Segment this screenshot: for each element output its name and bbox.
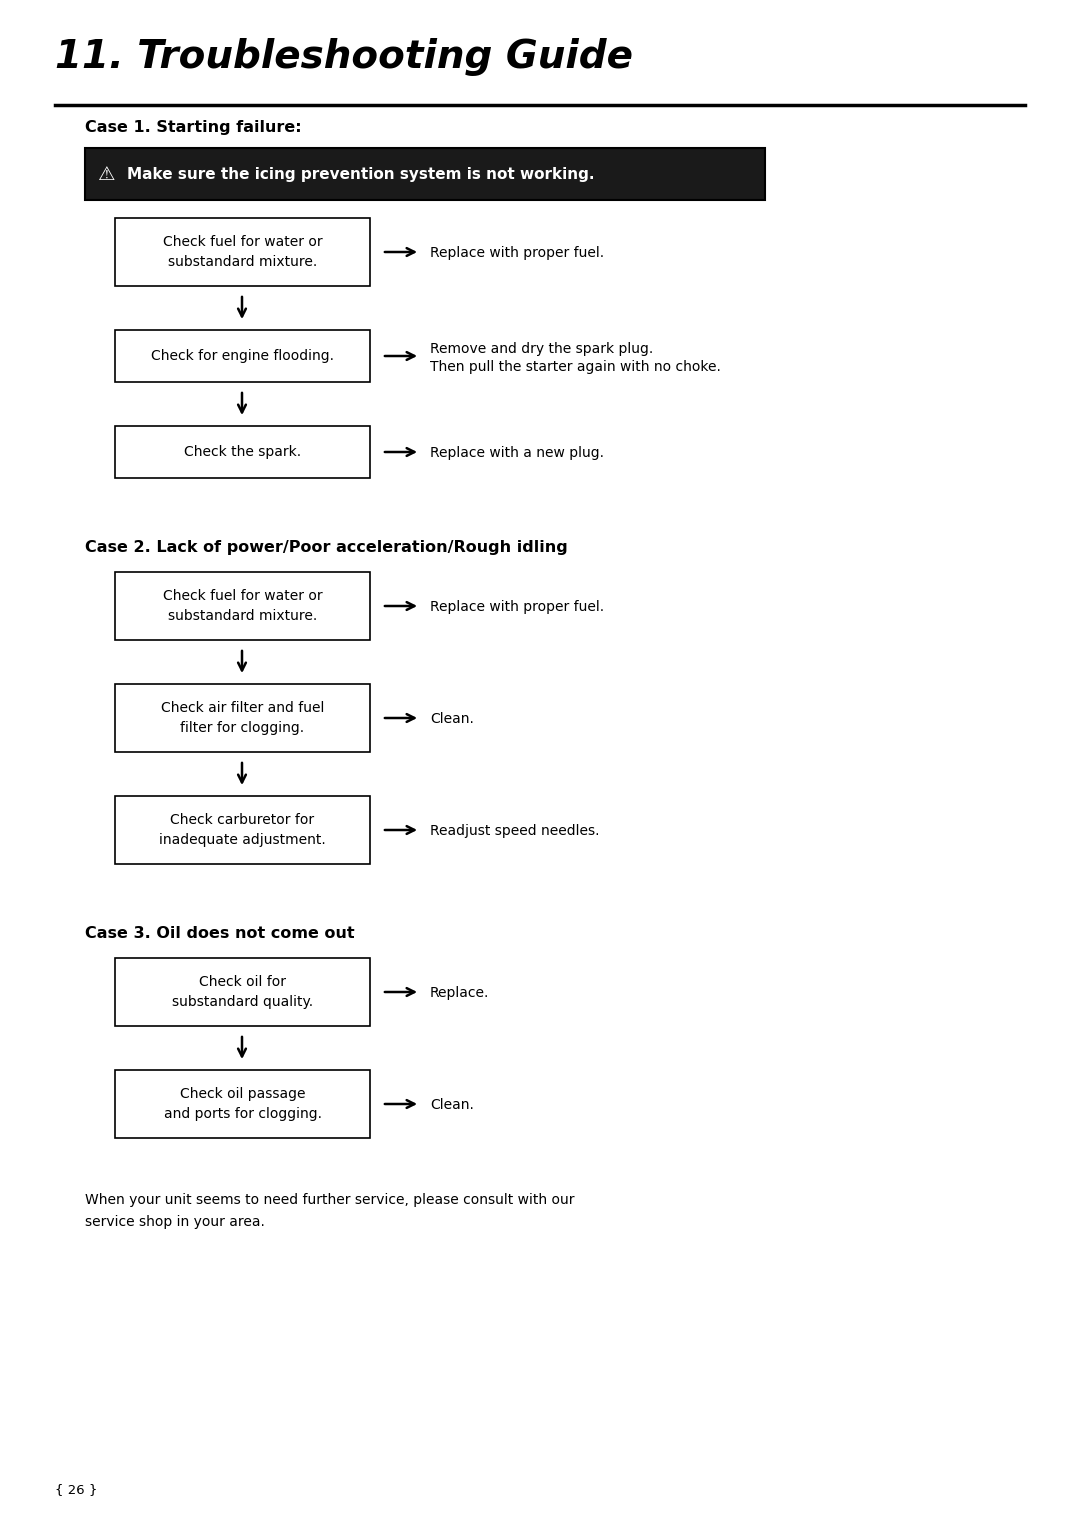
Text: Then pull the starter again with no choke.: Then pull the starter again with no chok… xyxy=(430,360,720,374)
Text: Case 1. Starting failure:: Case 1. Starting failure: xyxy=(85,121,301,134)
Text: Make sure the icing prevention system is not working.: Make sure the icing prevention system is… xyxy=(127,166,594,182)
Text: Check oil passage
and ports for clogging.: Check oil passage and ports for clogging… xyxy=(163,1087,322,1120)
Text: Replace.: Replace. xyxy=(430,986,489,1000)
Text: Check air filter and fuel
filter for clogging.: Check air filter and fuel filter for clo… xyxy=(161,702,324,734)
Text: Check oil for
substandard quality.: Check oil for substandard quality. xyxy=(172,975,313,1009)
Bar xyxy=(114,958,370,1025)
Text: Clean.: Clean. xyxy=(430,713,474,726)
Text: 11. Troubleshooting Guide: 11. Troubleshooting Guide xyxy=(55,38,633,76)
Bar xyxy=(114,797,370,864)
Text: { 26 }: { 26 } xyxy=(55,1483,97,1495)
Bar xyxy=(114,572,370,639)
Text: Check carburetor for
inadequate adjustment.: Check carburetor for inadequate adjustme… xyxy=(159,813,326,847)
Bar xyxy=(85,148,765,200)
Text: Check for engine flooding.: Check for engine flooding. xyxy=(151,349,334,363)
Text: Check fuel for water or
substandard mixture.: Check fuel for water or substandard mixt… xyxy=(163,235,322,269)
Bar xyxy=(114,1070,370,1138)
Text: Replace with a new plug.: Replace with a new plug. xyxy=(430,446,604,459)
Text: Replace with proper fuel.: Replace with proper fuel. xyxy=(430,600,604,613)
Text: When your unit seems to need further service, please consult with our
service sh: When your unit seems to need further ser… xyxy=(85,1193,575,1228)
Text: Check fuel for water or
substandard mixture.: Check fuel for water or substandard mixt… xyxy=(163,589,322,623)
Text: Readjust speed needles.: Readjust speed needles. xyxy=(430,824,599,838)
Bar xyxy=(114,684,370,752)
Text: Case 2. Lack of power/Poor acceleration/Rough idling: Case 2. Lack of power/Poor acceleration/… xyxy=(85,540,568,555)
Bar xyxy=(114,426,370,478)
Text: Replace with proper fuel.: Replace with proper fuel. xyxy=(430,246,604,259)
Bar xyxy=(114,330,370,382)
Text: Remove and dry the spark plug.: Remove and dry the spark plug. xyxy=(430,342,653,356)
Text: Clean.: Clean. xyxy=(430,1099,474,1112)
Text: Check the spark.: Check the spark. xyxy=(184,446,301,459)
Text: ⚠: ⚠ xyxy=(98,165,116,183)
Bar xyxy=(114,218,370,285)
Text: Case 3. Oil does not come out: Case 3. Oil does not come out xyxy=(85,926,354,942)
